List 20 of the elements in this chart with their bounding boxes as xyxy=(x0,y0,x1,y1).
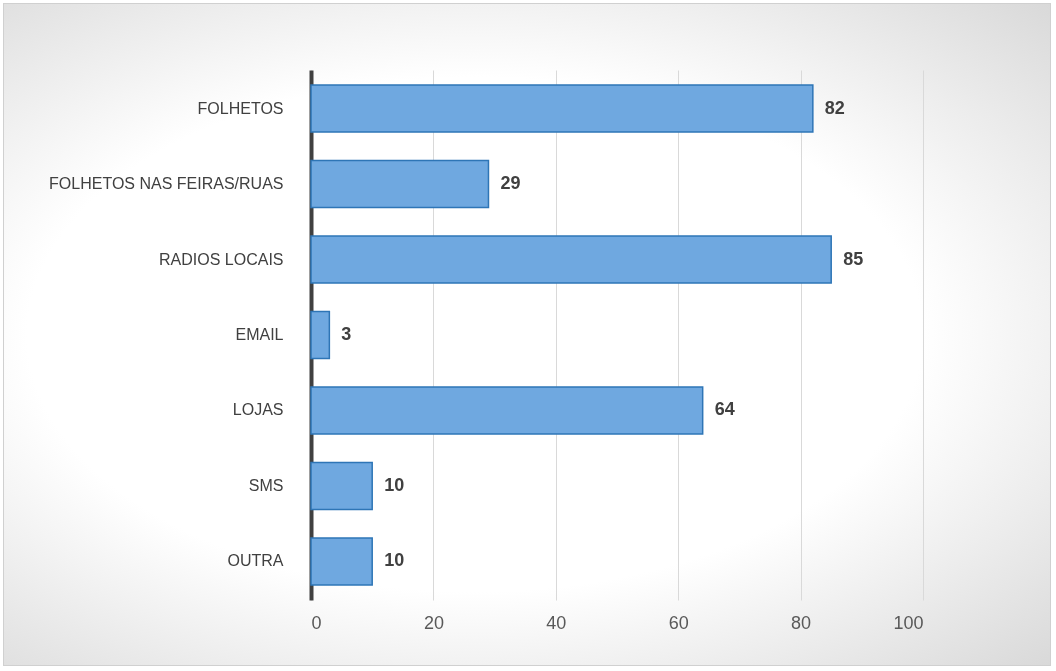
y-tick-label: EMAIL xyxy=(235,326,284,343)
data-label: 3 xyxy=(341,324,352,344)
x-tick-label: 80 xyxy=(791,612,812,633)
y-tick-label: OUTRA xyxy=(227,552,284,570)
x-tick-label: 60 xyxy=(668,612,689,633)
data-label: 29 xyxy=(500,173,521,193)
x-tick-label: 40 xyxy=(546,612,567,633)
x-tick-label: 0 xyxy=(311,612,322,633)
x-tick-label: 100 xyxy=(893,612,924,633)
data-label: 82 xyxy=(824,97,845,118)
y-tick-label: LOJAS xyxy=(232,401,284,419)
y-tick-label: FOLHETOS xyxy=(197,99,284,117)
data-label: 85 xyxy=(843,248,864,269)
y-tick-label: RADIOS LOCAIS xyxy=(159,250,284,268)
data-label: 10 xyxy=(384,550,405,571)
y-tick-label: FOLHETOS NAS FEIRAS/RUAS xyxy=(49,175,284,192)
x-tick-label: 20 xyxy=(423,612,444,633)
data-label: 64 xyxy=(714,399,735,420)
y-tick-label: SMS xyxy=(248,477,284,494)
data-label: 10 xyxy=(384,475,405,495)
